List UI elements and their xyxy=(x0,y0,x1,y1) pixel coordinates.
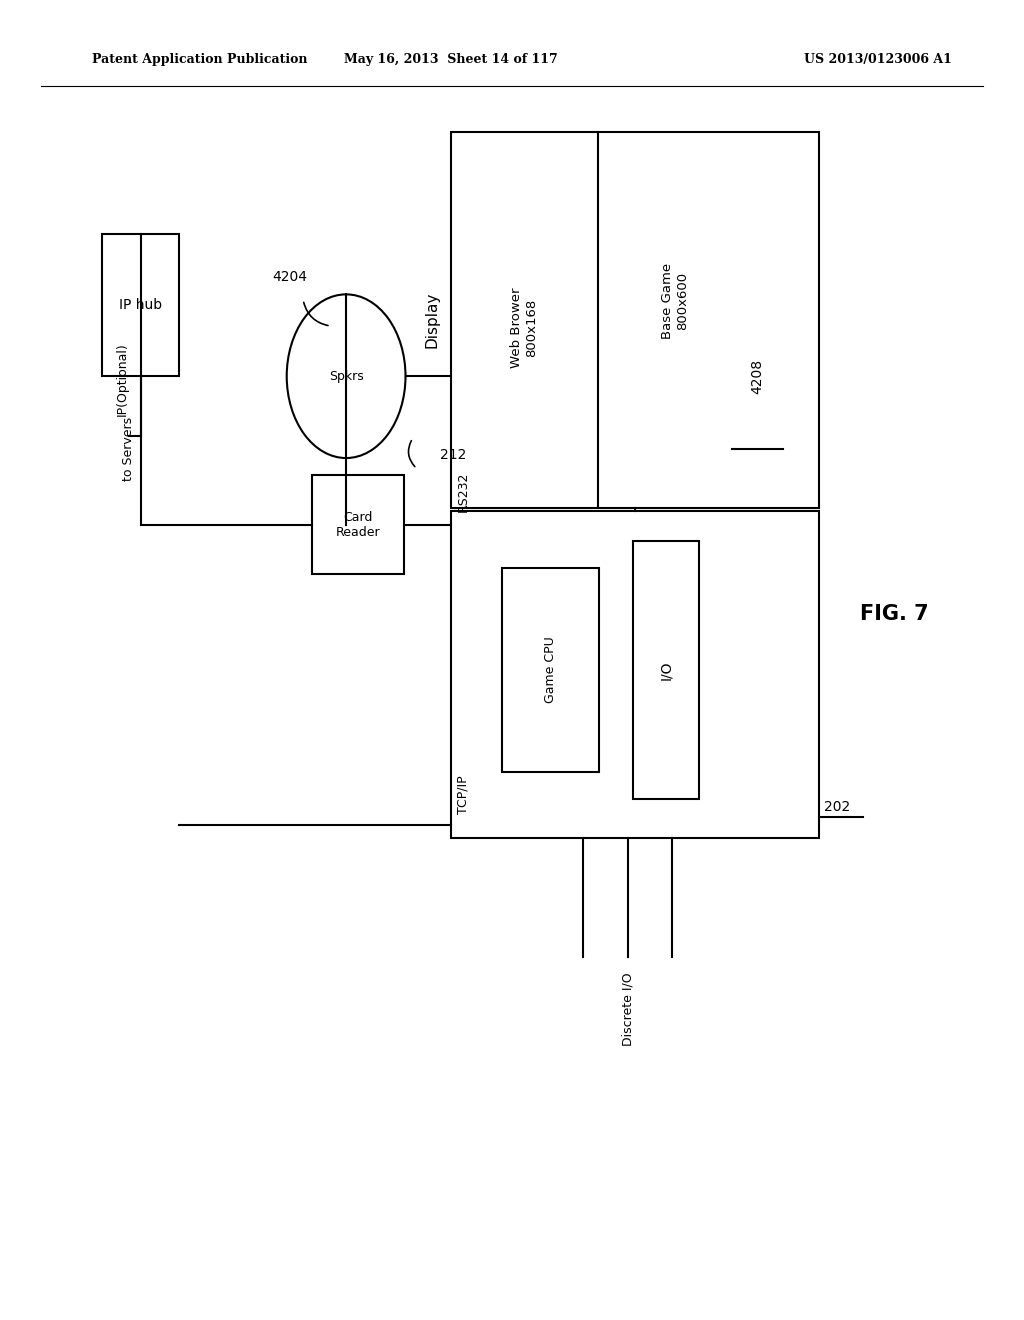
FancyBboxPatch shape xyxy=(312,475,404,574)
Text: Patent Application Publication: Patent Application Publication xyxy=(92,53,307,66)
FancyBboxPatch shape xyxy=(102,234,179,376)
Text: US 2013/0123006 A1: US 2013/0123006 A1 xyxy=(805,53,952,66)
FancyBboxPatch shape xyxy=(451,132,819,508)
FancyBboxPatch shape xyxy=(451,511,819,838)
Text: Discrete I/O: Discrete I/O xyxy=(621,973,634,1047)
Text: I/O: I/O xyxy=(659,660,673,680)
FancyBboxPatch shape xyxy=(633,541,699,799)
Text: IP(Optional): IP(Optional) xyxy=(116,342,129,416)
FancyBboxPatch shape xyxy=(502,568,599,772)
Text: Game CPU: Game CPU xyxy=(544,636,557,704)
Text: May 16, 2013  Sheet 14 of 117: May 16, 2013 Sheet 14 of 117 xyxy=(344,53,557,66)
Text: TCP/IP: TCP/IP xyxy=(457,776,469,814)
Text: to Servers: to Servers xyxy=(122,417,135,480)
Text: Display: Display xyxy=(425,292,439,348)
Text: Card
Reader: Card Reader xyxy=(336,511,381,539)
Text: Web Brower
800x168: Web Brower 800x168 xyxy=(510,288,539,368)
Text: 202: 202 xyxy=(824,800,851,814)
Ellipse shape xyxy=(287,294,406,458)
Text: FIG. 7: FIG. 7 xyxy=(860,603,929,624)
Text: 4208: 4208 xyxy=(751,359,764,395)
Text: Base Game
800x600: Base Game 800x600 xyxy=(662,263,689,339)
Text: Spkrs: Spkrs xyxy=(329,370,364,383)
Text: IP hub: IP hub xyxy=(119,298,163,312)
Text: 212: 212 xyxy=(440,449,467,462)
Text: RS232: RS232 xyxy=(457,471,469,512)
Text: 4204: 4204 xyxy=(272,271,307,284)
